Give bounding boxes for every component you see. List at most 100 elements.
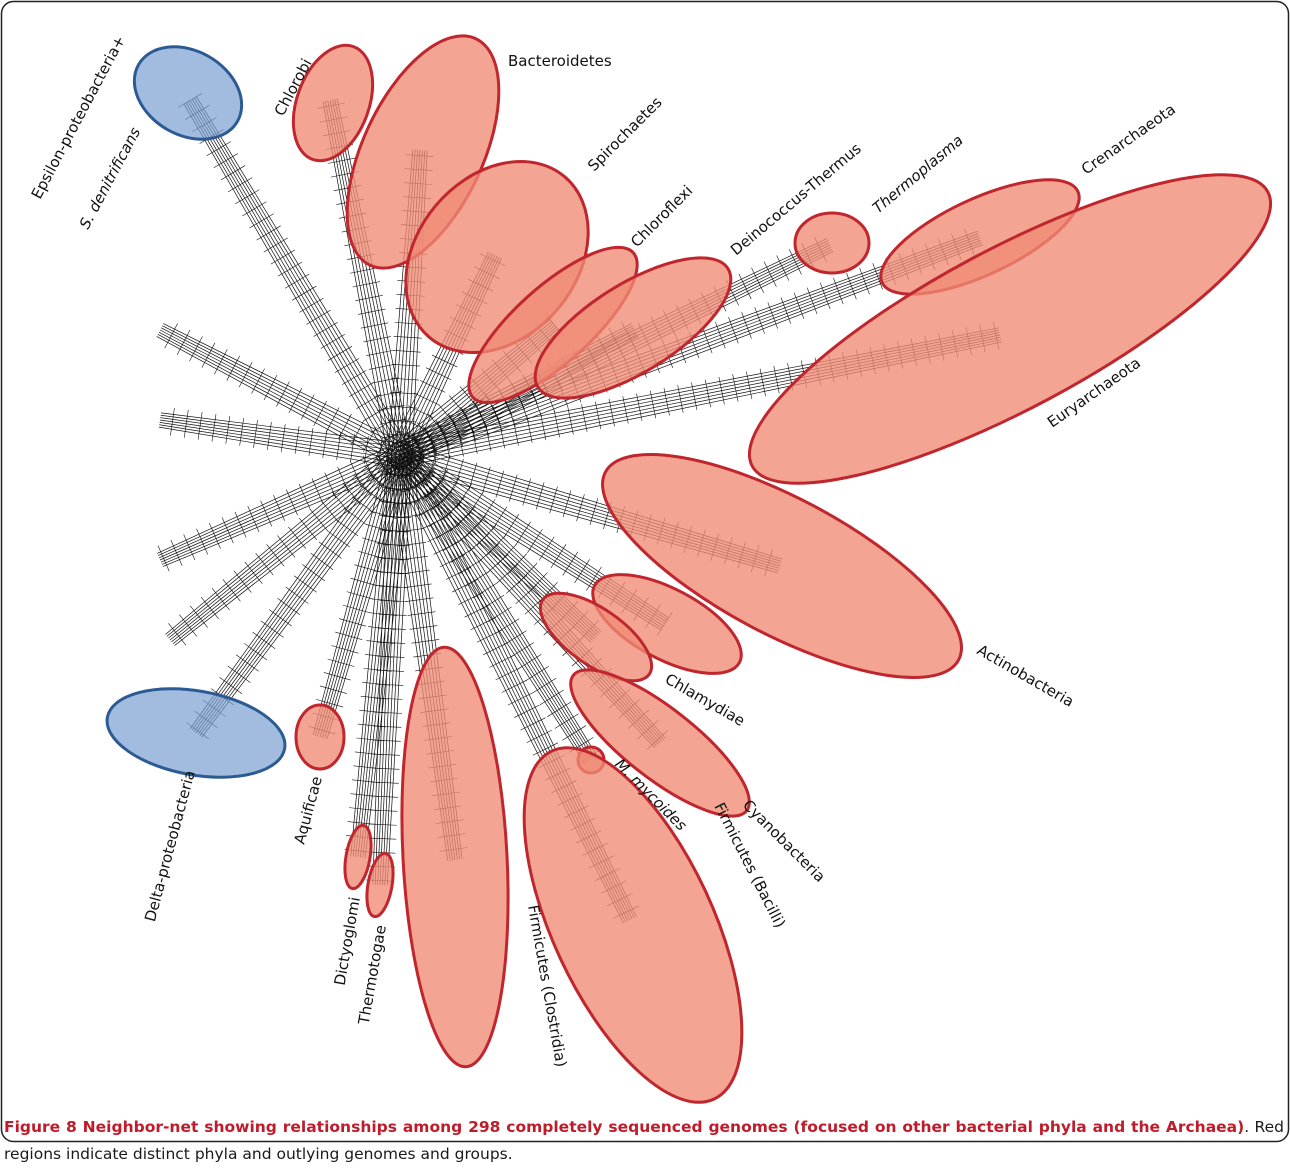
network-edge — [270, 249, 296, 265]
network-edge — [211, 413, 217, 442]
network-edge — [574, 559, 590, 584]
network-edge — [554, 713, 579, 729]
network-edge — [350, 461, 362, 488]
network-edge — [392, 350, 421, 353]
network-edge — [763, 261, 777, 287]
network-edge — [363, 406, 388, 422]
network-edge — [292, 285, 317, 301]
network-edge — [833, 277, 844, 305]
network-edge — [649, 390, 657, 419]
network-edge — [383, 501, 412, 504]
network-edge — [157, 447, 397, 556]
network-edge — [466, 515, 486, 537]
network-edge — [163, 323, 406, 445]
network-edge — [496, 564, 518, 584]
network-edge — [196, 528, 208, 555]
network-edge — [368, 837, 397, 840]
label: Delta-proteobacteria — [141, 768, 199, 923]
network-edge — [549, 486, 558, 514]
network-edge — [377, 438, 383, 467]
network-edge — [445, 566, 472, 580]
network-edge — [411, 639, 440, 644]
network-edge — [486, 534, 507, 556]
network-edge — [214, 349, 228, 375]
network-edge — [260, 620, 284, 638]
network-edge — [200, 596, 219, 620]
network-edge — [159, 329, 401, 456]
network-edge — [331, 491, 350, 514]
network-edge — [793, 292, 805, 319]
network-edge — [187, 101, 397, 458]
network-edge — [350, 577, 378, 587]
network-edge — [220, 165, 246, 181]
network-edge — [375, 669, 404, 672]
thermotogae-region — [365, 851, 395, 919]
network-edge — [441, 454, 451, 482]
network-edge — [702, 326, 713, 354]
network-edge — [527, 529, 543, 553]
network-edge — [306, 309, 331, 325]
network-edge — [449, 512, 471, 532]
network-edge — [191, 450, 394, 731]
network-edge — [444, 431, 451, 460]
network-edge — [255, 552, 274, 576]
network-edge — [738, 273, 752, 300]
network-edge — [372, 454, 389, 885]
network-edge — [379, 454, 401, 886]
network-edge — [495, 470, 505, 498]
network-edge — [206, 141, 231, 156]
network-edge — [425, 367, 452, 380]
label: Aquificae — [291, 774, 326, 846]
network-edge — [191, 98, 404, 454]
network-edge — [526, 729, 552, 743]
network-edge — [189, 336, 203, 362]
network-edge — [315, 452, 393, 736]
network-edge — [773, 365, 780, 394]
network-edge — [276, 381, 290, 407]
network-edge — [413, 392, 440, 406]
network-edge — [691, 382, 698, 410]
network-edge — [176, 329, 191, 355]
network-edge — [407, 611, 436, 616]
network-edge — [806, 287, 818, 315]
network-edge — [299, 517, 318, 541]
network-edge — [338, 413, 352, 439]
network-edge — [351, 496, 375, 514]
network-edge — [256, 225, 281, 241]
network-edge — [517, 654, 542, 670]
network-edge — [277, 535, 296, 558]
network-edge — [380, 571, 409, 574]
network-edge — [235, 189, 260, 205]
network-edge — [355, 295, 383, 302]
network-edge — [751, 267, 765, 294]
network-edge — [322, 430, 328, 458]
network-edge — [335, 519, 359, 537]
network-edge — [374, 697, 403, 700]
network-edge — [263, 375, 278, 401]
bacilli-region — [522, 746, 744, 1104]
network-edge — [553, 409, 560, 438]
network-edge — [239, 418, 244, 446]
network-edge — [170, 539, 183, 566]
network-edge — [162, 465, 405, 567]
network-edge — [225, 415, 231, 444]
network-edge — [288, 387, 303, 414]
network-edge — [199, 459, 407, 737]
network-edge — [507, 692, 534, 706]
network-edge — [846, 272, 857, 300]
network-edge — [183, 534, 196, 561]
network-edge — [252, 631, 276, 649]
network-edge — [532, 742, 559, 756]
network-edge — [421, 516, 447, 530]
network-edge — [482, 466, 491, 494]
network-edge — [316, 699, 344, 708]
network-edge — [341, 370, 367, 385]
network-edge — [567, 407, 574, 435]
network-edge — [718, 376, 725, 405]
network-edge — [277, 598, 301, 616]
deinococcus-region — [533, 256, 733, 400]
network-edge — [431, 354, 458, 368]
network-edge — [302, 564, 326, 582]
network-edge — [183, 409, 189, 438]
network-edge — [247, 506, 260, 533]
